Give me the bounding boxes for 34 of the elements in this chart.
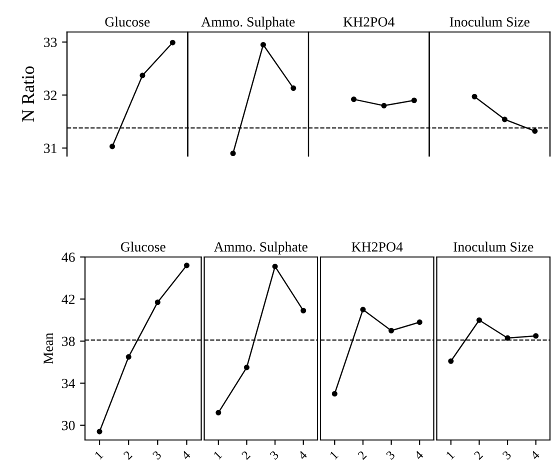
x-tick-label: 3 [270, 450, 280, 460]
y-tick-label: 31 [44, 144, 56, 154]
x-tick-label: 2 [123, 450, 132, 460]
y-tick-label: 42 [62, 294, 75, 304]
y-tick-label: 32 [44, 90, 57, 100]
x-tick-label: 2 [241, 450, 251, 460]
chart-title: Glucose [120, 242, 166, 252]
x-tick-label: 1 [213, 450, 222, 460]
y-axis-title: N Ratio [22, 66, 34, 122]
y-tick-label: 33 [44, 38, 57, 48]
text: Ammo. Sulphate [201, 16, 295, 30]
x-tick-label: 2 [357, 450, 367, 460]
y-tick-label: 46 [62, 252, 75, 262]
chart-title: Inoculum Size [454, 242, 534, 252]
text: Glucose [105, 16, 150, 27]
x-tick-label: 3 [386, 450, 396, 460]
y-tick-label: 38 [62, 336, 75, 346]
text: KH2PO4 [343, 17, 395, 27]
y-tick-label: 30 [62, 420, 75, 430]
x-tick-label: 4 [414, 450, 424, 460]
x-tick-label: 1 [446, 450, 455, 460]
x-tick-label: 3 [502, 450, 512, 460]
x-tick-label: 2 [474, 450, 484, 460]
y-tick-label: 34 [62, 378, 76, 388]
x-tick-label: 4 [298, 450, 308, 460]
x-tick-label: 1 [330, 450, 338, 460]
x-tick-label: 1 [94, 450, 104, 460]
y-axis-title: Mean [44, 332, 54, 364]
x-tick-label: 4 [180, 450, 191, 460]
x-tick-label: 4 [530, 450, 540, 460]
x-tick-label: 3 [152, 450, 162, 460]
chart-title: Ammo. Sulphate [214, 242, 308, 254]
text: Inoculum Size [450, 16, 530, 27]
chart-title: KH2PO4 [352, 242, 403, 252]
